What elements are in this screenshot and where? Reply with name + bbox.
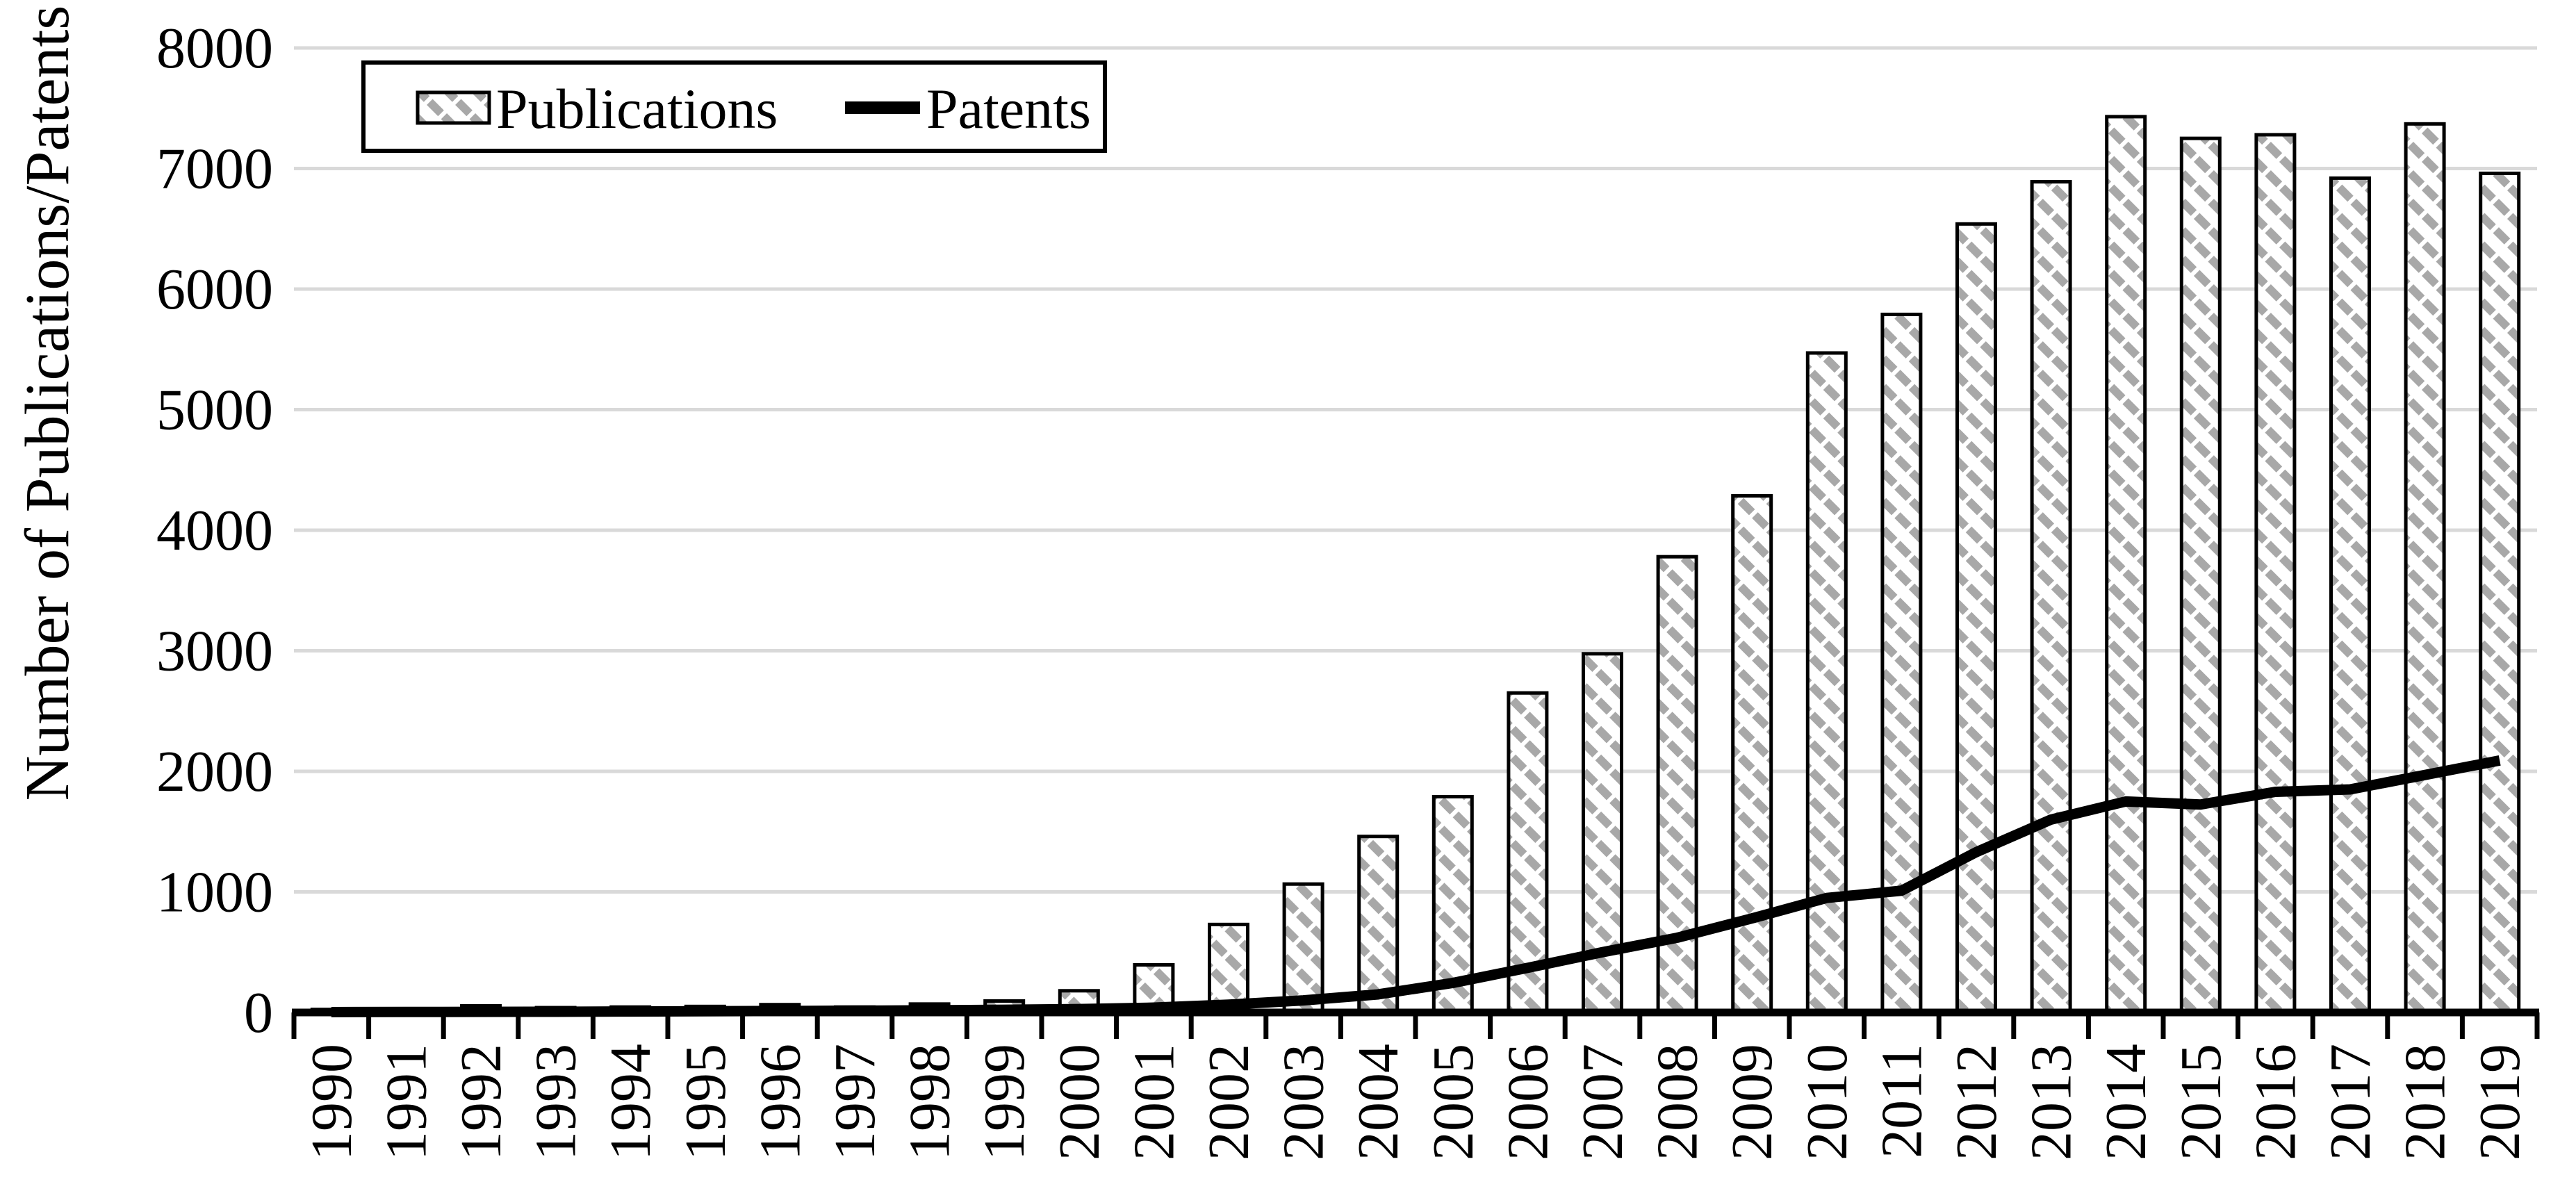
bar-2010: [1805, 351, 1848, 1015]
x-tick-label-1990: 1990: [300, 1044, 364, 1160]
bar-2017: [2329, 176, 2371, 1015]
x-tick-label-2008: 2008: [1646, 1044, 1710, 1160]
bar-2003: [1282, 882, 1324, 1015]
bar-2004: [1357, 835, 1400, 1015]
y-tick-label-7000: 7000: [156, 137, 273, 202]
x-tick-label-1995: 1995: [673, 1044, 738, 1160]
legend-publications-swatch: [416, 90, 491, 125]
bar-2019: [2479, 171, 2521, 1015]
x-tick-label-2012: 2012: [1944, 1044, 2009, 1160]
x-tick-label-2006: 2006: [1495, 1044, 1560, 1160]
x-tick-label-1993: 1993: [524, 1044, 589, 1160]
bar-2018: [2404, 122, 2446, 1015]
x-tick-label-2014: 2014: [2094, 1044, 2158, 1160]
x-tick-label-1997: 1997: [823, 1044, 887, 1160]
bar-2014: [2105, 115, 2147, 1015]
x-tick-label-1996: 1996: [748, 1044, 812, 1160]
bar-2013: [2030, 180, 2072, 1015]
x-tick-label-2009: 2009: [1720, 1044, 1785, 1160]
bar-2011: [1880, 312, 1923, 1015]
bar-2002: [1208, 922, 1249, 1015]
x-tick-label-2016: 2016: [2243, 1044, 2308, 1160]
x-tick-label-2015: 2015: [2169, 1044, 2233, 1160]
y-tick-label-1000: 1000: [156, 860, 273, 925]
bar-2009: [1731, 494, 1773, 1015]
x-tick-label-1991: 1991: [374, 1044, 438, 1160]
y-tick-label-0: 0: [244, 980, 273, 1045]
gridlines: [294, 46, 2537, 894]
bar-2012: [1955, 222, 1997, 1015]
legend-publications-label: Publications: [496, 77, 778, 140]
y-tick-label-4000: 4000: [156, 498, 273, 563]
x-axis-tick-labels: 1990 1991 1992 1993 1994 1995 1996 1997 1998 1999…: [300, 1044, 2532, 1160]
y-tick-label-3000: 3000: [156, 619, 273, 684]
legend: Publications Patents: [361, 60, 1107, 153]
x-tick-label-2017: 2017: [2318, 1044, 2383, 1160]
x-tick-label-2005: 2005: [1421, 1044, 1486, 1160]
x-tick-label-2007: 2007: [1570, 1044, 1635, 1160]
bar-2015: [2179, 136, 2222, 1015]
x-tick-label-2018: 2018: [2393, 1044, 2458, 1160]
x-tick-label-2019: 2019: [2468, 1044, 2532, 1160]
y-axis-tick-labels: 0 1000 2000 3000 4000 5000 6000 7000 8000: [156, 16, 273, 1045]
x-tick-label-2000: 2000: [1047, 1044, 1112, 1160]
y-tick-label-5000: 5000: [156, 378, 273, 443]
x-tick-label-1999: 1999: [972, 1044, 1037, 1160]
y-tick-label-6000: 6000: [156, 257, 273, 322]
x-tick-label-2003: 2003: [1272, 1044, 1336, 1160]
x-tick-label-2010: 2010: [1795, 1044, 1860, 1160]
x-tick-label-1994: 1994: [598, 1044, 663, 1160]
x-tick-label-2004: 2004: [1346, 1044, 1411, 1160]
y-axis-title: Number of Publications/Patents: [13, 6, 82, 801]
x-tick-label-1992: 1992: [449, 1044, 514, 1160]
y-tick-label-8000: 8000: [156, 16, 273, 81]
y-tick-label-2000: 2000: [156, 739, 273, 804]
x-axis: [291, 1008, 2540, 1039]
bar-2016: [2254, 133, 2297, 1015]
legend-patents-label: Patents: [926, 77, 1091, 140]
x-tick-label-2002: 2002: [1197, 1044, 1261, 1160]
x-tick-label-2013: 2013: [2019, 1044, 2084, 1160]
x-tick-label-2011: 2011: [1869, 1044, 1934, 1158]
x-tick-label-2001: 2001: [1122, 1044, 1186, 1160]
x-tick-label-1998: 1998: [898, 1044, 962, 1160]
